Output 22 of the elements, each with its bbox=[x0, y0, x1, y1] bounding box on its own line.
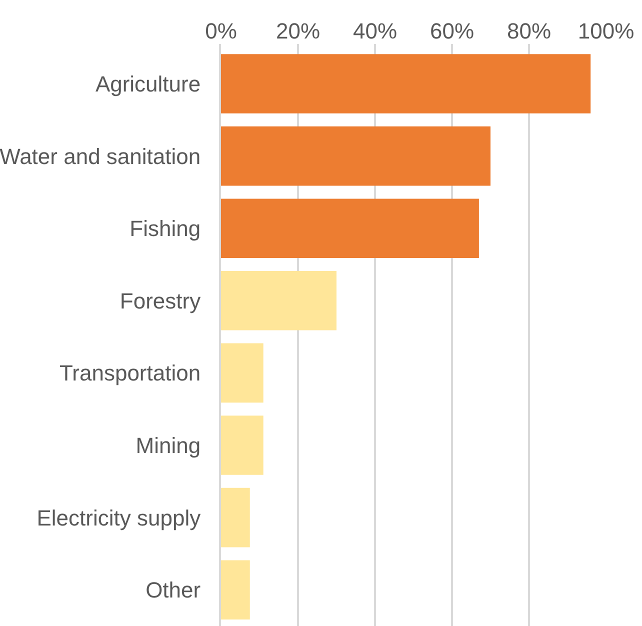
x-tick-label: 100% bbox=[578, 18, 634, 44]
bar bbox=[221, 198, 479, 258]
bar bbox=[221, 54, 591, 114]
y-tick-label: Electricity supply bbox=[36, 505, 201, 530]
x-tick-label: 40% bbox=[352, 18, 398, 44]
y-tick-label: Fishing bbox=[130, 216, 201, 242]
y-tick-label: Forestry bbox=[120, 288, 201, 314]
x-tick-label: 80% bbox=[506, 18, 552, 44]
bar bbox=[221, 271, 336, 330]
bar bbox=[221, 416, 264, 475]
bar bbox=[221, 560, 250, 620]
bar bbox=[221, 488, 250, 548]
y-tick-label: Water and sanitation bbox=[0, 144, 201, 169]
x-tick-label: 0% bbox=[205, 18, 237, 44]
y-tick-label: Other bbox=[146, 578, 201, 603]
bar bbox=[221, 126, 490, 186]
bar bbox=[221, 343, 264, 403]
x-tick-label: 60% bbox=[430, 18, 474, 44]
y-tick-label: Agriculture bbox=[95, 71, 201, 96]
y-tick-label: Transportation bbox=[60, 360, 201, 386]
x-tick-label: 20% bbox=[276, 18, 320, 44]
y-tick-label: Mining bbox=[136, 432, 201, 458]
